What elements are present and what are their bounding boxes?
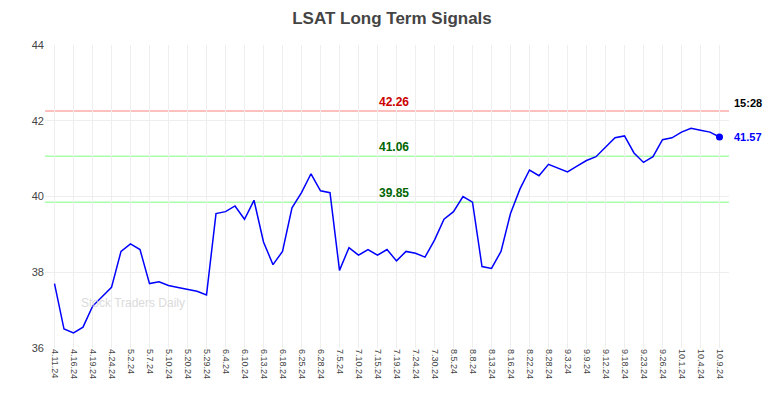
svg-text:10.1.24: 10.1.24 xyxy=(677,349,687,379)
svg-text:6.25.24: 6.25.24 xyxy=(297,349,307,379)
svg-text:5.2.24: 5.2.24 xyxy=(126,349,136,374)
svg-text:8.13.24: 8.13.24 xyxy=(487,349,497,379)
svg-text:7.30.24: 7.30.24 xyxy=(430,349,440,379)
svg-text:9.3.24: 9.3.24 xyxy=(563,349,573,374)
svg-text:36: 36 xyxy=(32,342,44,354)
svg-text:6.28.24: 6.28.24 xyxy=(316,349,326,379)
svg-text:10.4.24: 10.4.24 xyxy=(696,349,706,379)
svg-text:41.57: 41.57 xyxy=(734,131,762,143)
svg-text:9.23.24: 9.23.24 xyxy=(639,349,649,379)
svg-text:5.29.24: 5.29.24 xyxy=(202,349,212,379)
svg-text:9.26.24: 9.26.24 xyxy=(658,349,668,379)
svg-text:7.15.24: 7.15.24 xyxy=(373,349,383,379)
svg-text:6.13.24: 6.13.24 xyxy=(259,349,269,379)
svg-text:41.06: 41.06 xyxy=(379,140,409,154)
svg-text:4.19.24: 4.19.24 xyxy=(88,349,98,379)
svg-text:10.9.24: 10.9.24 xyxy=(715,349,725,379)
svg-text:15:28: 15:28 xyxy=(734,97,762,109)
svg-text:5.20.24: 5.20.24 xyxy=(183,349,193,379)
svg-text:42: 42 xyxy=(32,115,44,127)
svg-text:4.11.24: 4.11.24 xyxy=(50,349,60,378)
svg-text:8.16.24: 8.16.24 xyxy=(506,349,516,379)
svg-text:6.18.24: 6.18.24 xyxy=(278,349,288,379)
svg-text:8.8.24: 8.8.24 xyxy=(468,349,478,374)
svg-text:9.12.24: 9.12.24 xyxy=(601,349,611,379)
svg-text:6.10.24: 6.10.24 xyxy=(240,349,250,379)
svg-text:LSAT Long Term Signals: LSAT Long Term Signals xyxy=(292,9,492,28)
svg-text:38: 38 xyxy=(32,266,44,278)
svg-text:8.28.24: 8.28.24 xyxy=(544,349,554,379)
svg-text:7.19.24: 7.19.24 xyxy=(392,349,402,379)
svg-text:Stock Traders Daily: Stock Traders Daily xyxy=(81,296,185,310)
svg-text:4.24.24: 4.24.24 xyxy=(107,349,117,379)
svg-text:5.10.24: 5.10.24 xyxy=(164,349,174,379)
svg-text:8.5.24: 8.5.24 xyxy=(449,349,459,374)
svg-text:7.24.24: 7.24.24 xyxy=(411,349,421,379)
svg-text:42.26: 42.26 xyxy=(379,95,409,109)
svg-text:39.85: 39.85 xyxy=(379,186,409,200)
svg-text:6.4.24: 6.4.24 xyxy=(221,349,231,374)
svg-text:7.5.24: 7.5.24 xyxy=(335,349,345,374)
svg-text:44: 44 xyxy=(32,39,44,51)
svg-text:9.18.24: 9.18.24 xyxy=(620,349,630,379)
svg-text:8.22.24: 8.22.24 xyxy=(525,349,535,379)
svg-text:9.9.24: 9.9.24 xyxy=(582,349,592,374)
svg-text:4.16.24: 4.16.24 xyxy=(69,349,79,379)
svg-text:40: 40 xyxy=(32,190,44,202)
svg-text:7.10.24: 7.10.24 xyxy=(354,349,364,379)
svg-text:5.7.24: 5.7.24 xyxy=(145,349,155,374)
